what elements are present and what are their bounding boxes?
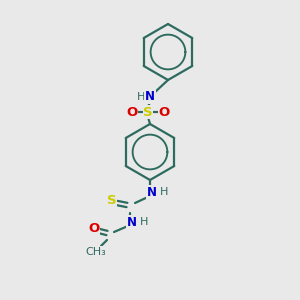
Text: N: N bbox=[145, 91, 155, 103]
Text: H: H bbox=[140, 217, 148, 227]
Text: O: O bbox=[158, 106, 169, 118]
Text: O: O bbox=[88, 221, 100, 235]
Text: O: O bbox=[126, 106, 138, 118]
Text: CH₃: CH₃ bbox=[85, 247, 106, 257]
Text: H: H bbox=[137, 92, 145, 102]
Text: N: N bbox=[147, 185, 157, 199]
Text: S: S bbox=[143, 106, 153, 118]
Text: N: N bbox=[127, 215, 137, 229]
Text: H: H bbox=[160, 187, 168, 197]
Text: S: S bbox=[107, 194, 117, 206]
